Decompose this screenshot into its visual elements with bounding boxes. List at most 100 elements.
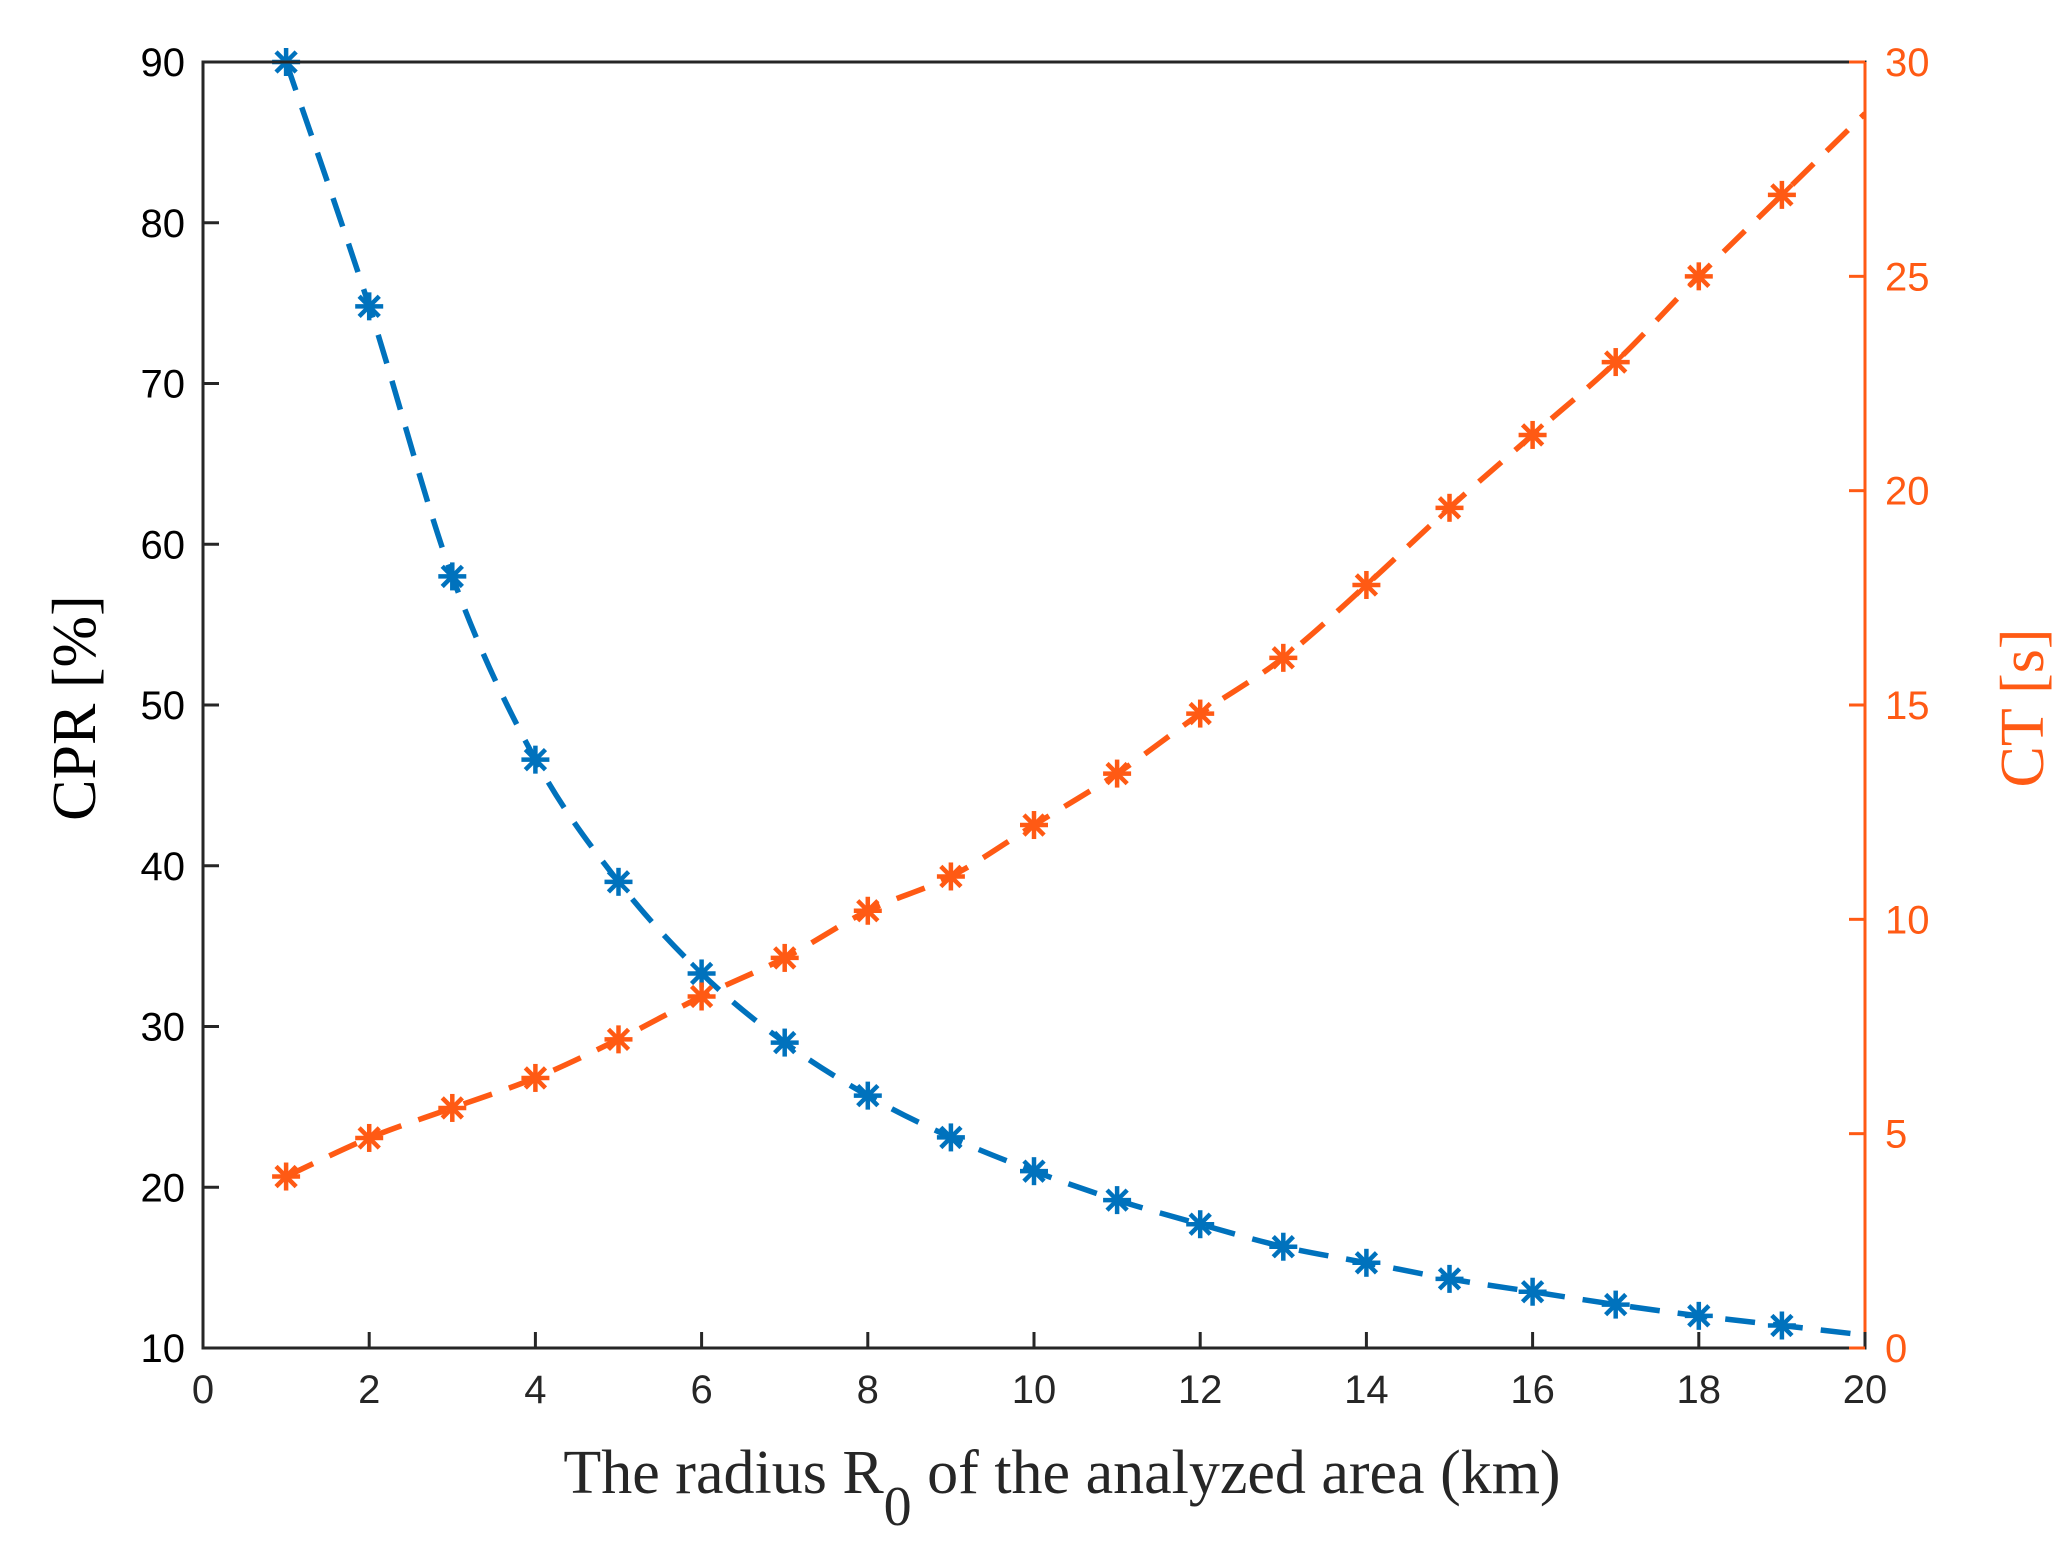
- data-point-ct: [853, 896, 882, 925]
- series-markers-ct: [272, 180, 1796, 1191]
- data-point-ct: [1684, 262, 1713, 291]
- marker-stroke: [939, 864, 963, 889]
- data-point-cpr: [1518, 1277, 1547, 1306]
- marker-stroke: [689, 984, 714, 1009]
- marker-stroke: [357, 1126, 381, 1150]
- data-point-cpr: [521, 745, 550, 774]
- data-point-cpr: [1435, 1264, 1464, 1293]
- x-tick-label: 4: [524, 1368, 546, 1412]
- x-tick-label: 20: [1843, 1368, 1888, 1412]
- data-point-cpr: [438, 562, 467, 591]
- marker-stroke: [523, 747, 548, 772]
- series-cpr: [283, 62, 1865, 1338]
- x-tick-label: 6: [690, 1368, 712, 1412]
- right-y-tick-label: 25: [1885, 255, 1930, 299]
- marker-stroke: [523, 1066, 548, 1090]
- x-axis-title-prefix: The radius R: [563, 1439, 884, 1507]
- x-tick-label: 8: [857, 1368, 879, 1412]
- marker-stroke: [1105, 761, 1129, 786]
- left-y-tick-label: 60: [141, 523, 186, 567]
- data-point-ct: [1186, 699, 1215, 728]
- data-point-ct: [936, 862, 965, 891]
- marker-stroke: [689, 961, 714, 986]
- data-point-cpr: [1352, 1248, 1381, 1277]
- left-y-tick-label: 30: [141, 1006, 186, 1050]
- x-axis-title-suffix: of the analyzed area (km): [912, 1439, 1561, 1507]
- marker-stroke: [1354, 573, 1379, 597]
- data-point-cpr: [1601, 1290, 1630, 1319]
- marker-stroke: [274, 1164, 298, 1189]
- data-point-cpr: [604, 867, 633, 896]
- data-point-cpr: [355, 292, 384, 321]
- marker-stroke: [939, 1125, 963, 1150]
- marker-stroke: [1022, 1159, 1046, 1183]
- left-y-axis-ticks: 10 20 30 40 50 60 70 80 90: [141, 41, 219, 1371]
- data-point-ct: [687, 982, 716, 1011]
- marker-stroke: [606, 870, 631, 894]
- left-y-tick-label: 20: [141, 1166, 186, 1210]
- data-point-cpr: [1269, 1232, 1298, 1261]
- data-point-ct: [521, 1063, 550, 1092]
- right-y-tick-label: 30: [1885, 41, 1930, 85]
- x-tick-label: 2: [358, 1368, 380, 1412]
- data-point-ct: [438, 1093, 467, 1122]
- right-y-tick-label: 10: [1885, 898, 1930, 942]
- marker-stroke: [1188, 1212, 1212, 1236]
- x-tick-label: 16: [1510, 1368, 1555, 1412]
- data-point-cpr: [770, 1028, 799, 1057]
- data-point-cpr: [1186, 1210, 1215, 1239]
- data-point-ct: [1269, 643, 1298, 672]
- series-layer: [272, 48, 1865, 1340]
- marker-stroke: [1354, 1251, 1379, 1275]
- marker-stroke: [440, 1096, 464, 1120]
- x-tick-label: 12: [1178, 1368, 1223, 1412]
- x-axis-title: The radius R0 of the analyzed area (km): [563, 1439, 1560, 1538]
- marker-stroke: [856, 1083, 880, 1108]
- marker-stroke: [1520, 1280, 1545, 1304]
- data-point-cpr: [936, 1123, 965, 1152]
- left-y-axis-title: CPR [%]: [41, 595, 109, 821]
- data-point-ct: [355, 1123, 384, 1152]
- series-markers-cpr: [272, 48, 1796, 1340]
- data-point-cpr: [687, 959, 716, 988]
- x-tick-label: 14: [1344, 1368, 1389, 1412]
- marker-stroke: [1687, 1304, 1711, 1328]
- data-point-ct: [770, 943, 799, 972]
- data-point-cpr: [853, 1081, 882, 1110]
- marker-stroke: [1770, 183, 1794, 207]
- marker-stroke: [856, 899, 880, 923]
- data-point-ct: [1435, 493, 1464, 522]
- series-line-cpr: [283, 62, 1865, 1338]
- marker-stroke: [606, 1027, 631, 1052]
- right-y-axis-title: CT [s]: [1989, 628, 2057, 787]
- marker-stroke: [1604, 1292, 1628, 1317]
- marker-stroke: [1271, 1235, 1295, 1259]
- marker-stroke: [1022, 813, 1046, 837]
- marker-stroke: [1437, 496, 1462, 520]
- data-point-cpr: [1020, 1157, 1048, 1186]
- marker-stroke: [1520, 423, 1545, 447]
- x-axis-ticks: 0 2 4 6 8 10 12 14 16 18 20: [192, 1332, 1887, 1412]
- marker-stroke: [1687, 264, 1711, 289]
- right-y-tick-label: 15: [1885, 684, 1930, 728]
- data-point-ct: [1767, 180, 1796, 209]
- x-axis-title-subscript: 0: [884, 1476, 912, 1538]
- x-tick-label: 0: [192, 1368, 214, 1412]
- data-point-ct: [604, 1025, 633, 1054]
- right-y-tick-label: 0: [1885, 1327, 1907, 1371]
- marker-stroke: [1271, 646, 1295, 670]
- data-point-ct: [1103, 759, 1132, 788]
- marker-stroke: [1770, 1313, 1794, 1338]
- data-point-cpr: [1767, 1311, 1796, 1340]
- left-y-tick-label: 80: [141, 202, 186, 246]
- marker-stroke: [1604, 350, 1628, 374]
- marker-stroke: [1188, 701, 1212, 726]
- marker-stroke: [440, 564, 464, 589]
- data-point-ct: [272, 1162, 301, 1191]
- marker-stroke: [773, 1030, 797, 1055]
- data-point-ct: [1601, 348, 1630, 377]
- marker-stroke: [357, 294, 381, 319]
- x-tick-label: 10: [1012, 1368, 1057, 1412]
- right-y-axis-ticks: 0 5 10 15 20 25 30: [1849, 41, 1930, 1371]
